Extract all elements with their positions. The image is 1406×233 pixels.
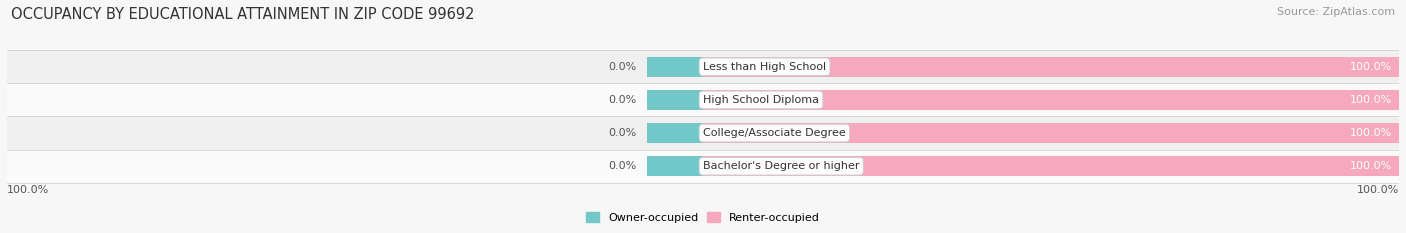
Text: 0.0%: 0.0% bbox=[609, 128, 637, 138]
Text: 100.0%: 100.0% bbox=[7, 185, 49, 195]
Text: 0.0%: 0.0% bbox=[609, 95, 637, 105]
Text: 0.0%: 0.0% bbox=[609, 161, 637, 171]
Text: Bachelor's Degree or higher: Bachelor's Degree or higher bbox=[703, 161, 859, 171]
Bar bbox=[7, 116, 1399, 150]
Bar bbox=[7, 50, 1399, 83]
Bar bbox=[7, 83, 1399, 116]
Bar bbox=[7, 150, 1399, 183]
Bar bbox=[703, 156, 1399, 176]
Bar bbox=[647, 90, 703, 110]
Bar bbox=[703, 90, 1399, 110]
Text: Less than High School: Less than High School bbox=[703, 62, 827, 72]
Text: 100.0%: 100.0% bbox=[1350, 62, 1392, 72]
Text: College/Associate Degree: College/Associate Degree bbox=[703, 128, 846, 138]
Text: 100.0%: 100.0% bbox=[1350, 95, 1392, 105]
Text: 100.0%: 100.0% bbox=[1350, 161, 1392, 171]
Bar bbox=[647, 156, 703, 176]
Text: 0.0%: 0.0% bbox=[609, 62, 637, 72]
Legend: Owner-occupied, Renter-occupied: Owner-occupied, Renter-occupied bbox=[581, 208, 825, 227]
Text: Source: ZipAtlas.com: Source: ZipAtlas.com bbox=[1277, 7, 1395, 17]
Text: 100.0%: 100.0% bbox=[1350, 128, 1392, 138]
Bar bbox=[647, 57, 703, 77]
Bar bbox=[703, 57, 1399, 77]
Text: OCCUPANCY BY EDUCATIONAL ATTAINMENT IN ZIP CODE 99692: OCCUPANCY BY EDUCATIONAL ATTAINMENT IN Z… bbox=[11, 7, 475, 22]
Text: 100.0%: 100.0% bbox=[1357, 185, 1399, 195]
Text: High School Diploma: High School Diploma bbox=[703, 95, 820, 105]
Bar bbox=[703, 123, 1399, 143]
Bar bbox=[647, 123, 703, 143]
